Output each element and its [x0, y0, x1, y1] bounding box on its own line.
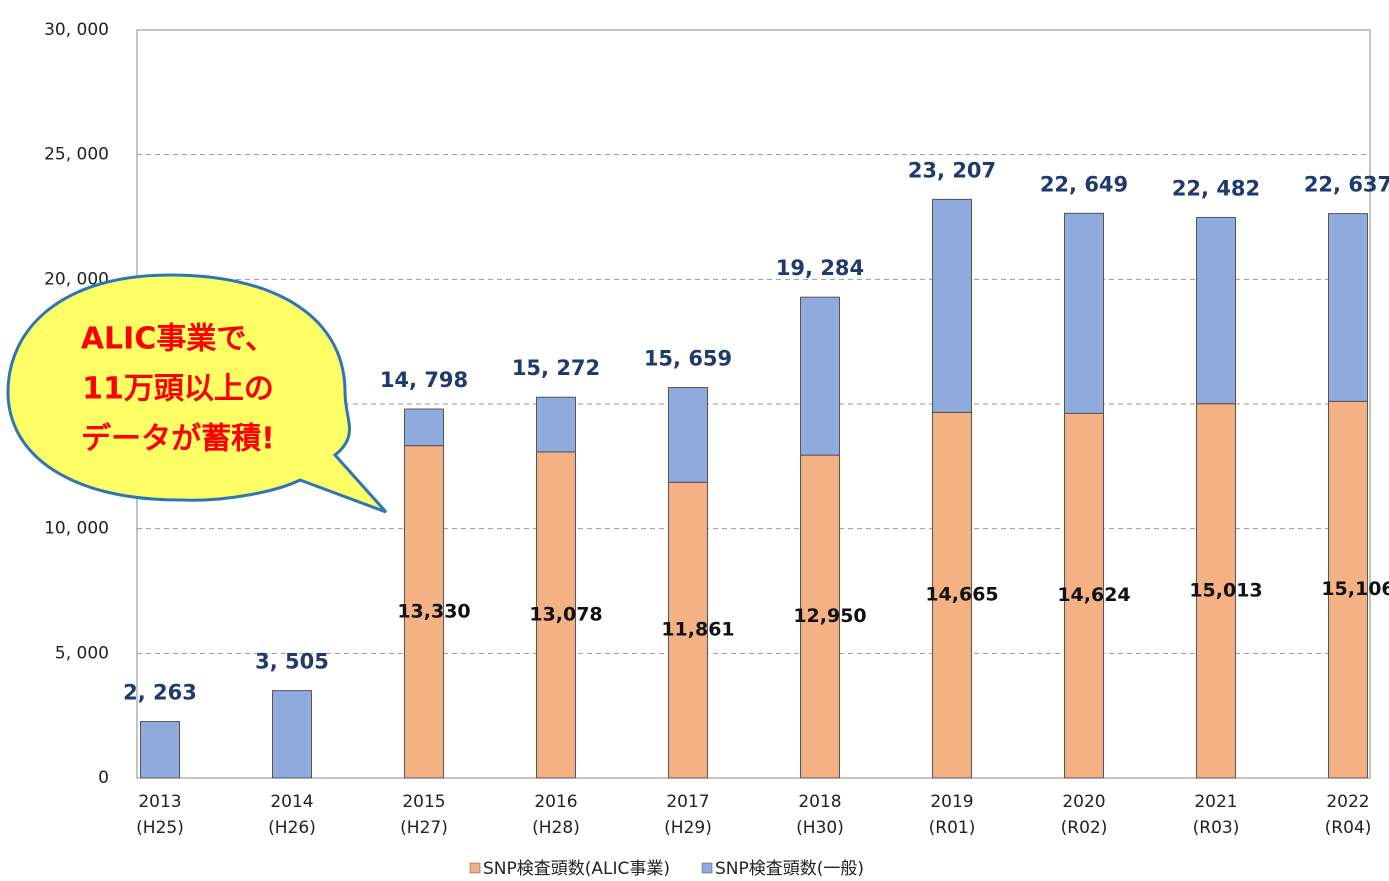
segment-label: 13,330 [397, 600, 470, 622]
x-tick-sublabel: (H26) [268, 818, 316, 838]
total-label: 15, 272 [512, 356, 600, 380]
bar-segment [1065, 213, 1104, 413]
total-label: 14, 798 [380, 368, 468, 392]
x-tick-sublabel: (H28) [532, 818, 580, 838]
x-tick-sublabel: (R03) [1193, 818, 1240, 838]
x-tick-sublabel: (H30) [796, 818, 844, 838]
x-tick-label: 2022 [1326, 792, 1369, 812]
x-tick-label: 2019 [930, 792, 973, 812]
callout-text: 11万頭以上の [82, 372, 274, 407]
bar-segment [273, 691, 312, 778]
segment-label: 15,106 [1321, 578, 1389, 600]
bar-segment [141, 722, 180, 778]
segment-label: 12,950 [793, 605, 866, 627]
x-tick-label: 2017 [666, 792, 709, 812]
legend-swatch [702, 863, 712, 873]
x-tick-label: 2018 [798, 792, 841, 812]
x-tick-sublabel: (H29) [664, 818, 712, 838]
chart: 05, 00010, 00015, 00020, 00025, 00030, 0… [0, 0, 1389, 881]
y-tick-label: 5, 000 [55, 643, 109, 663]
x-tick-sublabel: (H25) [136, 818, 184, 838]
segment-label: 13,078 [529, 603, 602, 625]
callout-text: ALIC事業で、 [81, 322, 275, 357]
x-tick-label: 2014 [270, 792, 313, 812]
segment-label: 14,624 [1057, 584, 1130, 606]
total-label: 22, 482 [1172, 176, 1260, 200]
x-tick-label: 2015 [402, 792, 445, 812]
segment-label: 14,665 [925, 584, 998, 606]
bar-segment [801, 297, 840, 455]
bar-segment [933, 199, 972, 412]
callout: ALIC事業で、 11万頭以上の データが蓄積! [8, 275, 386, 512]
bar-segment [1197, 217, 1236, 403]
y-tick-label: 10, 000 [44, 519, 109, 539]
bar-segment [1329, 214, 1368, 402]
x-tick-label: 2021 [1194, 792, 1237, 812]
x-tick-sublabel: (R04) [1325, 818, 1372, 838]
total-label: 22, 649 [1040, 172, 1128, 196]
x-tick-label: 2016 [534, 792, 577, 812]
y-tick-label: 25, 000 [44, 145, 109, 165]
x-tick-label: 2020 [1062, 792, 1105, 812]
legend-swatch [470, 863, 480, 873]
x-tick-label: 2013 [138, 792, 181, 812]
bar-segment [669, 388, 708, 483]
legend-label: SNP検査頭数(一般) [715, 859, 864, 879]
y-tick-label: 30, 000 [44, 20, 109, 40]
x-tick-sublabel: (R01) [929, 818, 976, 838]
legend-label: SNP検査頭数(ALIC事業) [483, 859, 670, 879]
total-label: 15, 659 [644, 347, 732, 371]
segment-label: 15,013 [1189, 579, 1262, 601]
y-tick-label: 0 [98, 768, 109, 788]
bar-segment [537, 397, 576, 452]
x-tick-sublabel: (R02) [1061, 818, 1108, 838]
segment-label: 11,861 [661, 619, 734, 641]
total-label: 22, 637 [1304, 173, 1389, 197]
total-label: 23, 207 [908, 158, 996, 182]
bar-segment [405, 409, 444, 446]
total-label: 2, 263 [123, 681, 197, 705]
callout-text: データが蓄積! [81, 422, 275, 457]
x-tick-sublabel: (H27) [400, 818, 448, 838]
total-label: 19, 284 [776, 256, 864, 280]
total-label: 3, 505 [255, 650, 329, 674]
